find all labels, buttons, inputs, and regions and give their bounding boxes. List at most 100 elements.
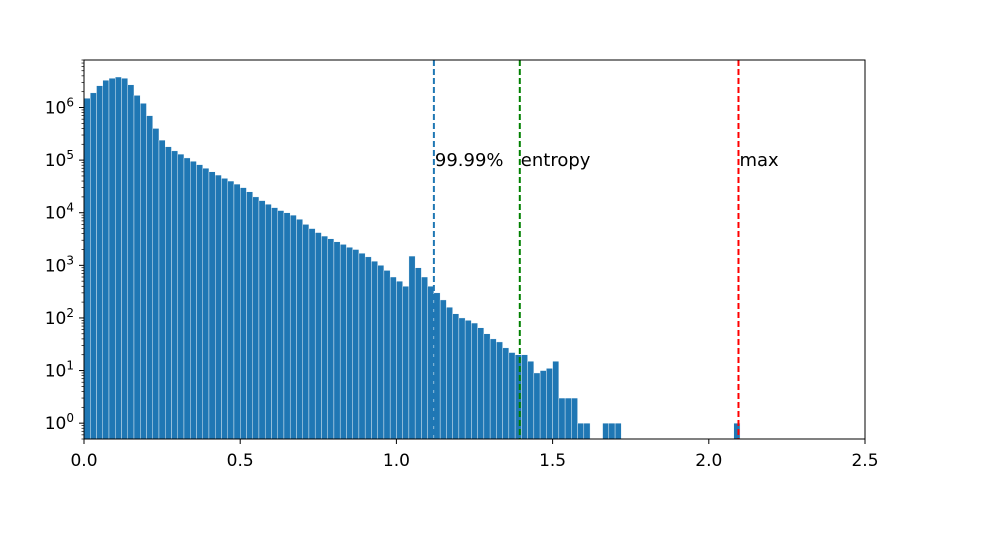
histogram-bar bbox=[608, 422, 616, 440]
histogram-bar bbox=[458, 317, 466, 440]
histogram-bar bbox=[183, 157, 191, 440]
histogram-bar bbox=[464, 320, 472, 440]
percentile-line-label: 99.99% bbox=[435, 150, 504, 171]
histogram-bar bbox=[221, 178, 228, 440]
histogram-bar bbox=[90, 92, 97, 440]
histogram-bar bbox=[533, 372, 541, 440]
histogram-bar bbox=[96, 85, 103, 440]
histogram-bar bbox=[239, 187, 247, 440]
histogram-bar bbox=[252, 196, 260, 440]
histogram-bar bbox=[546, 368, 553, 440]
histogram-bar bbox=[246, 191, 253, 440]
histogram-bar bbox=[439, 299, 447, 440]
histogram-bar bbox=[264, 204, 272, 440]
histogram-bars bbox=[83, 76, 741, 440]
histogram-bar bbox=[552, 361, 560, 440]
histogram-bar bbox=[502, 347, 510, 440]
x-tick-label: 2.0 bbox=[695, 451, 722, 471]
histogram-bar bbox=[421, 276, 428, 440]
histogram-bar bbox=[321, 235, 328, 440]
y-tick-label: 103 bbox=[45, 253, 74, 276]
histogram-bar bbox=[146, 115, 153, 440]
x-tick-label: 2.5 bbox=[851, 451, 878, 471]
histogram-bar bbox=[364, 256, 372, 440]
histogram-bar bbox=[477, 327, 485, 440]
histogram-bar bbox=[414, 267, 422, 440]
histogram-bar bbox=[121, 78, 128, 440]
histogram-bar bbox=[283, 212, 291, 440]
x-tick-label: 0.0 bbox=[70, 451, 97, 471]
x-tick-label: 1.0 bbox=[383, 451, 410, 471]
histogram-bar bbox=[83, 98, 91, 440]
histogram-bar bbox=[302, 224, 310, 440]
histogram-bar bbox=[483, 333, 491, 440]
histogram-bar bbox=[371, 260, 378, 440]
histogram-bar bbox=[346, 247, 353, 440]
histogram-bar bbox=[339, 244, 347, 440]
histogram-bar bbox=[196, 164, 203, 440]
histogram-bar bbox=[558, 397, 566, 440]
histogram-bar bbox=[564, 397, 572, 440]
histogram-bar bbox=[227, 180, 235, 440]
histogram-bar bbox=[583, 422, 591, 440]
y-tick-label: 104 bbox=[45, 201, 74, 224]
histogram-bar bbox=[383, 270, 391, 440]
histogram-bar bbox=[208, 171, 216, 440]
histogram-bar bbox=[233, 183, 241, 440]
histogram-bar bbox=[389, 276, 397, 440]
histogram-bar bbox=[190, 161, 197, 440]
histogram-bar bbox=[133, 95, 141, 440]
x-tick-label: 0.5 bbox=[227, 451, 254, 471]
histogram-bar bbox=[333, 241, 341, 440]
histogram-bar bbox=[152, 128, 160, 440]
histogram-bar bbox=[521, 354, 528, 440]
histogram-bar bbox=[296, 219, 303, 440]
histogram-bar bbox=[527, 361, 535, 440]
histogram-bar bbox=[602, 422, 610, 440]
histogram-bar bbox=[352, 249, 360, 440]
histogram-bar bbox=[377, 265, 385, 440]
histogram-bar bbox=[408, 255, 416, 440]
y-tick-label: 100 bbox=[45, 411, 74, 434]
histogram-bar bbox=[446, 307, 453, 440]
histogram-bar bbox=[402, 286, 410, 440]
histogram-bar bbox=[108, 78, 116, 440]
histogram-bar bbox=[314, 232, 322, 440]
annotation-labels: 99.99% entropy max bbox=[435, 150, 779, 171]
annotation-lines bbox=[432, 60, 740, 439]
histogram-bar bbox=[327, 238, 335, 440]
histogram-bar bbox=[115, 76, 122, 440]
histogram-bar bbox=[102, 80, 110, 440]
histogram-bar bbox=[471, 322, 478, 440]
histogram-bar bbox=[358, 253, 366, 440]
histogram-bar bbox=[277, 210, 285, 440]
histogram-bar bbox=[271, 207, 278, 440]
histogram-bar bbox=[452, 313, 460, 440]
histogram-bar bbox=[215, 174, 222, 440]
histogram-bar bbox=[140, 103, 147, 440]
y-tick-label: 101 bbox=[45, 359, 74, 382]
entropy-line-label: entropy bbox=[521, 150, 591, 171]
histogram-bar bbox=[396, 280, 403, 440]
histogram-bar bbox=[158, 139, 166, 440]
histogram-bar bbox=[289, 214, 297, 440]
histogram-bar bbox=[165, 146, 172, 440]
histogram-bar bbox=[577, 422, 585, 440]
histogram-bar bbox=[202, 168, 210, 440]
histogram-bar bbox=[177, 153, 185, 440]
histogram-bar bbox=[508, 352, 516, 440]
histogram-bar bbox=[614, 422, 622, 440]
y-tick-label: 106 bbox=[45, 96, 74, 119]
histogram-bar bbox=[571, 397, 578, 440]
histogram-bar bbox=[539, 370, 547, 440]
histogram-bar bbox=[496, 341, 503, 440]
y-tick-label: 105 bbox=[45, 148, 74, 171]
histogram-bar bbox=[171, 150, 178, 440]
histogram-bar bbox=[258, 200, 266, 440]
y-axis: 100 101 102 103 104 105 106 bbox=[45, 59, 84, 440]
y-tick-label: 102 bbox=[45, 306, 74, 329]
max-line-label: max bbox=[739, 150, 779, 171]
histogram-bar bbox=[127, 84, 135, 440]
histogram-bar bbox=[489, 338, 497, 440]
